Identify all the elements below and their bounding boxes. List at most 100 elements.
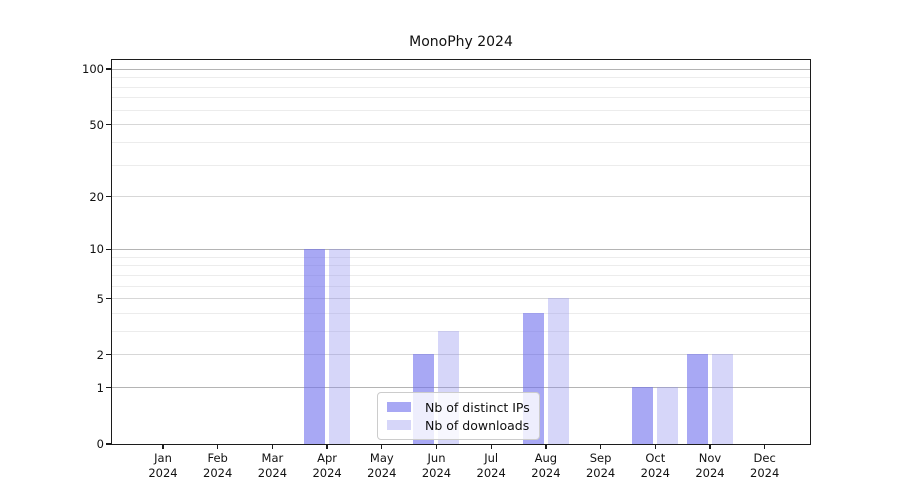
x-tick-month: Dec <box>753 451 776 465</box>
gridline-decade <box>111 68 810 70</box>
x-tick-month: Jul <box>484 451 499 465</box>
gridline-decade <box>111 248 810 250</box>
x-tick-label-jul: Jul 2024 <box>463 451 519 481</box>
legend-label-distinct-ips: Nb of distinct IPs <box>425 399 530 415</box>
y-tick-label: 20 <box>89 189 104 204</box>
gridline-minor <box>111 331 810 332</box>
y-tick-label: 50 <box>89 117 104 132</box>
x-tick-month: Oct <box>645 451 666 465</box>
gridline-minor <box>111 142 810 143</box>
x-tick-month: Sep <box>589 451 612 465</box>
x-tick-year: 2024 <box>312 466 342 480</box>
chart-title: MonoPhy 2024 <box>409 34 513 50</box>
y-tick-mark <box>106 297 111 300</box>
x-tick-month: Jan <box>154 451 172 465</box>
x-tick-month: Aug <box>534 451 558 465</box>
x-tick-mark <box>764 444 766 449</box>
plot-area <box>110 58 811 445</box>
x-tick-year: 2024 <box>695 466 725 480</box>
legend-label-downloads: Nb of downloads <box>425 417 530 433</box>
legend-row-distinct-ips: Nb of distinct IPs <box>387 398 530 416</box>
bar-distinct-ips <box>686 354 708 444</box>
bar-downloads <box>547 298 569 444</box>
y-tick-label: 0 <box>96 437 104 451</box>
x-tick-month: Mar <box>261 451 284 465</box>
x-tick-mark <box>326 444 328 449</box>
x-tick-year: 2024 <box>367 466 397 480</box>
y-tick-label: 2 <box>96 347 104 362</box>
bar-downloads <box>656 387 678 444</box>
y-tick-mark <box>106 443 111 445</box>
x-tick-label-feb: Feb 2024 <box>190 451 246 481</box>
x-tick-month: Apr <box>317 451 338 465</box>
x-tick-label-oct: Oct 2024 <box>627 451 683 481</box>
x-tick-month: Feb <box>207 451 228 465</box>
x-tick-year: 2024 <box>531 466 561 480</box>
y-tick-mark <box>106 354 111 356</box>
x-tick-label-aug: Aug 2024 <box>518 451 574 481</box>
bar-downloads <box>711 354 733 444</box>
x-tick-year: 2024 <box>476 466 506 480</box>
downloads-swatch-icon <box>387 420 411 430</box>
x-tick-mark <box>217 444 219 449</box>
gridline-minor <box>111 265 810 267</box>
y-tick-mark <box>106 196 111 198</box>
y-tick-mark <box>106 68 111 70</box>
x-tick-label-jun: Jun 2024 <box>409 451 465 481</box>
gridline-minor <box>111 256 810 258</box>
bar-downloads <box>328 248 350 444</box>
gridline-minor <box>111 164 810 166</box>
x-tick-label-mar: Mar 2024 <box>244 451 300 481</box>
x-tick-label-apr: Apr 2024 <box>299 451 355 481</box>
bar-distinct-ips <box>631 387 653 444</box>
x-tick-mark <box>162 444 164 449</box>
x-tick-mark <box>709 444 711 449</box>
x-tick-label-jan: Jan 2024 <box>135 451 191 481</box>
y-tick-label: 10 <box>89 242 104 257</box>
x-tick-month: Nov <box>698 451 722 465</box>
x-tick-year: 2024 <box>585 466 616 480</box>
x-tick-mark <box>271 444 274 449</box>
x-tick-month: May <box>369 451 394 465</box>
x-tick-mark <box>381 444 383 449</box>
x-tick-year: 2024 <box>203 466 233 480</box>
x-tick-year: 2024 <box>421 466 452 480</box>
gridline-major <box>111 124 810 126</box>
y-tick-label: 1 <box>96 380 104 395</box>
y-tick-mark <box>106 248 111 250</box>
x-tick-year: 2024 <box>148 466 178 480</box>
x-tick-mark <box>654 444 656 449</box>
gridline-minor <box>111 285 810 287</box>
x-tick-mark <box>490 444 492 449</box>
x-tick-mark <box>545 444 547 449</box>
x-tick-label-may: May 2024 <box>354 451 410 481</box>
x-tick-year: 2024 <box>640 466 670 480</box>
gridline-minor <box>111 109 810 111</box>
x-tick-label-nov: Nov 2024 <box>682 451 738 481</box>
x-tick-label-dec: Dec 2024 <box>737 451 793 481</box>
legend: Nb of distinct IPs Nb of downloads <box>377 392 540 440</box>
x-tick-year: 2024 <box>257 466 288 480</box>
x-tick-label-sep: Sep 2024 <box>573 451 629 481</box>
legend-row-downloads: Nb of downloads <box>387 416 530 434</box>
x-tick-year: 2024 <box>750 466 780 480</box>
y-tick-mark <box>106 123 111 126</box>
gridline-minor <box>111 97 810 99</box>
gridline-major <box>111 298 810 300</box>
gridline-minor <box>111 86 810 88</box>
gridline-minor <box>111 77 810 79</box>
y-tick-label: 100 <box>82 62 104 77</box>
gridline-decade <box>111 387 810 389</box>
y-tick-mark <box>106 387 111 389</box>
y-tick-label: 5 <box>96 291 104 306</box>
gridline-major <box>111 196 810 198</box>
gridline-minor <box>111 274 810 276</box>
x-tick-month: Jun <box>427 451 446 465</box>
x-tick-mark <box>599 444 602 449</box>
x-tick-mark <box>435 444 438 449</box>
distinct-ips-swatch-icon <box>387 402 411 412</box>
gridline-minor <box>111 312 810 314</box>
bar-distinct-ips <box>303 248 325 444</box>
gridline-major <box>111 354 810 356</box>
